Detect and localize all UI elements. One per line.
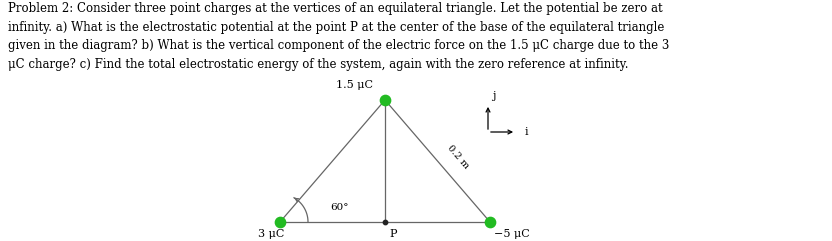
Text: 0.2 m: 0.2 m <box>446 144 471 171</box>
Text: i: i <box>524 127 528 137</box>
Text: −5 μC: −5 μC <box>494 229 530 239</box>
Point <box>483 220 497 224</box>
Text: 60°: 60° <box>330 203 349 212</box>
Text: 3 μC: 3 μC <box>259 229 285 239</box>
Text: 1.5 μC: 1.5 μC <box>335 80 373 90</box>
Text: Problem 2: Consider three point charges at the vertices of an equilateral triang: Problem 2: Consider three point charges … <box>8 2 670 71</box>
Point <box>274 220 287 224</box>
Text: j: j <box>492 91 496 101</box>
Text: P: P <box>389 229 397 239</box>
Point <box>379 98 392 102</box>
Point <box>379 220 392 224</box>
